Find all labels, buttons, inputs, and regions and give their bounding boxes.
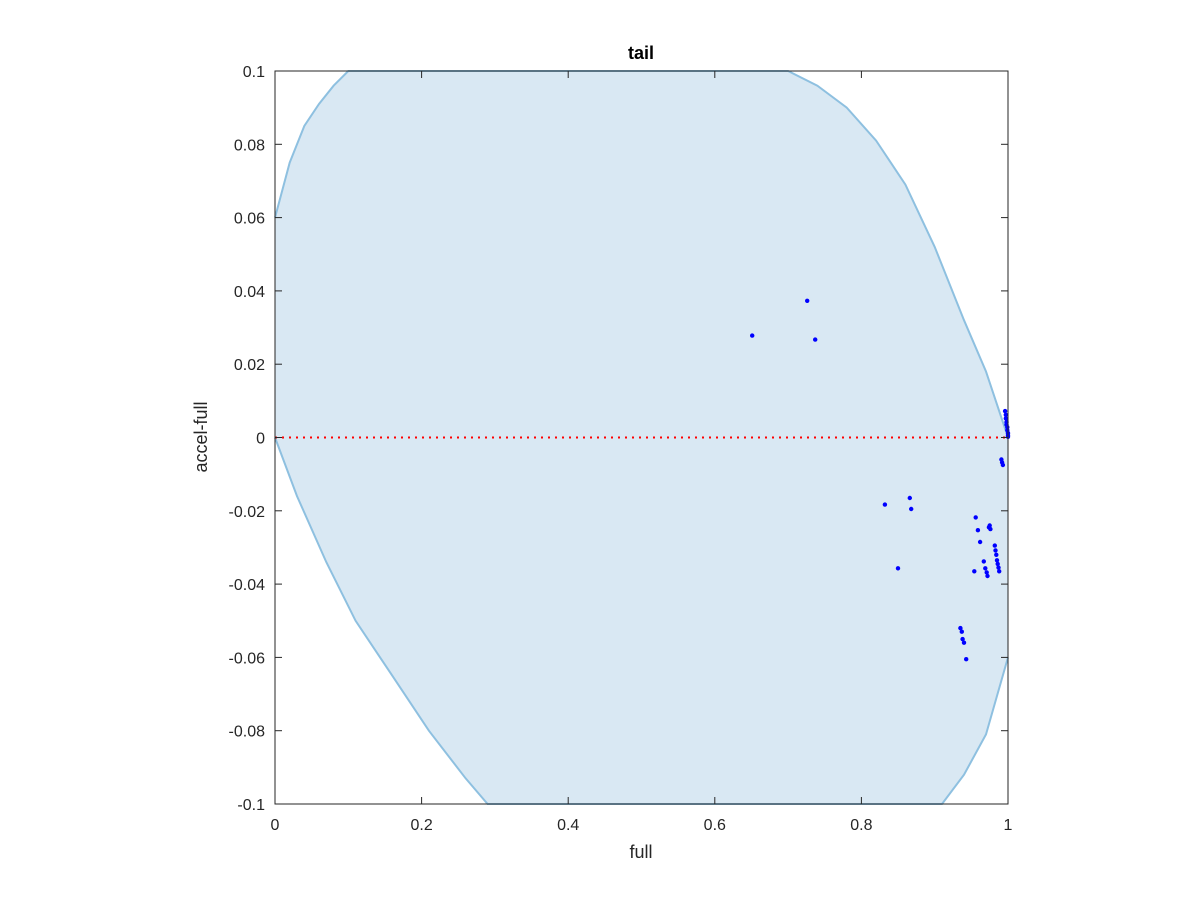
data-point — [975, 528, 981, 533]
chart-title: tail — [628, 43, 654, 63]
data-point — [972, 569, 977, 574]
data-point — [996, 565, 1001, 570]
region-upper-edge — [274, 70, 1009, 438]
data-point — [1003, 412, 1008, 417]
data-point — [959, 629, 964, 634]
data-point — [1003, 416, 1008, 421]
data-point — [895, 566, 901, 571]
x-tick-label: 0.4 — [557, 817, 579, 834]
data-point — [964, 657, 969, 662]
y-tick-label: -0.1 — [237, 797, 265, 814]
data-point — [987, 523, 992, 528]
data-point — [813, 337, 818, 342]
x-axis-label: full — [629, 842, 652, 862]
data-point — [984, 570, 989, 575]
data-point — [992, 543, 997, 548]
y-tick-label: 0.08 — [234, 137, 265, 154]
x-tick-label: 0.8 — [850, 817, 872, 834]
data-point — [750, 333, 755, 338]
x-tick-label: 1 — [1004, 817, 1013, 834]
region-lower-edge — [274, 437, 1009, 805]
data-point — [995, 561, 1000, 567]
data-point — [994, 552, 999, 557]
y-tick-label: 0.1 — [243, 64, 265, 81]
data-point — [997, 569, 1002, 574]
data-point — [985, 573, 990, 579]
y-axis-label: accel-full — [191, 401, 211, 472]
data-point — [977, 539, 983, 545]
data-point — [961, 640, 967, 645]
y-tick-label: -0.02 — [229, 504, 266, 521]
x-tick-label: 0.6 — [704, 817, 726, 834]
y-tick-label: 0 — [256, 431, 265, 448]
plot-area: 0 0.2 0.4 0.6 0.8 1 -0.1 -0.08 -0.06 -0.04 -0.02 0 0… — [229, 64, 1013, 834]
data-point — [994, 558, 1000, 563]
data-point — [907, 495, 912, 501]
data-point — [1002, 408, 1008, 414]
y-tick-label: -0.06 — [229, 650, 266, 667]
x-tick-label: 0.2 — [410, 817, 432, 834]
data-point — [882, 502, 888, 507]
y-tick-label: 0.06 — [234, 211, 265, 228]
data-point — [983, 566, 988, 571]
data-point — [973, 515, 978, 520]
data-point — [958, 625, 963, 631]
data-point — [805, 298, 810, 303]
data-point — [960, 636, 965, 642]
y-tick-label: -0.08 — [229, 724, 266, 741]
y-tick-label: -0.04 — [229, 577, 266, 594]
data-point — [981, 559, 986, 564]
data-point — [1000, 462, 1006, 468]
data-point — [988, 526, 993, 532]
x-tick-label: 0 — [271, 817, 280, 834]
data-point — [909, 506, 914, 512]
shaded-region — [275, 71, 1008, 804]
y-tick-label: 0.02 — [234, 357, 265, 374]
data-point — [993, 548, 998, 553]
y-tick-label: 0.04 — [234, 284, 265, 301]
